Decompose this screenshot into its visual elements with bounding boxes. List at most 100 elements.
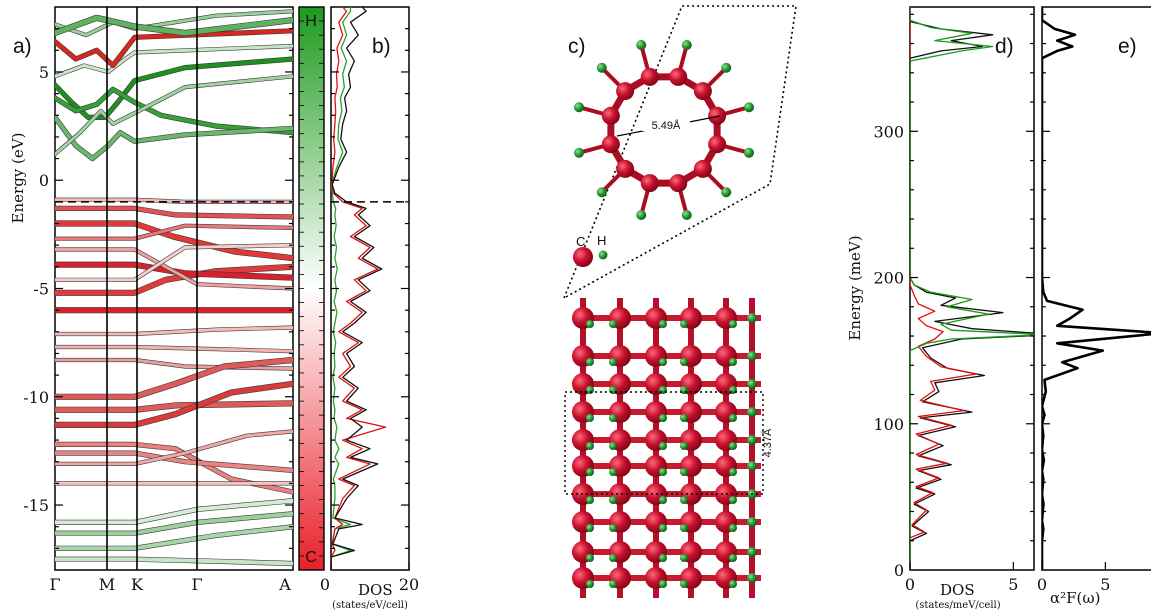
side-hydrogen-atom (659, 580, 667, 588)
side-hydrogen-atom (586, 320, 594, 328)
dos-line (331, 7, 387, 570)
side-hydrogen-atom (659, 320, 667, 328)
side-hydrogen-atom (609, 442, 617, 450)
band-line (55, 87, 293, 135)
side-hydrogen-atom (586, 358, 594, 366)
hydrogen-atom (721, 187, 732, 198)
side-hydrogen-atom (609, 554, 617, 562)
b-ticks: 0 20 (320, 28, 419, 594)
band-lines (55, 9, 293, 567)
x-tick-label: 5 (1008, 575, 1018, 594)
x-tick-label: 0 (320, 575, 330, 594)
x-tick-label: A (278, 575, 291, 594)
side-hydrogen-atom (586, 442, 594, 450)
side-hydrogen-atom (586, 554, 594, 562)
legend-hydrogen-atom (598, 250, 608, 260)
side-hydrogen-atom (586, 580, 594, 588)
band-line (55, 262, 293, 281)
side-hydrogen-atom (659, 414, 667, 422)
band-outline (55, 86, 293, 136)
band-line (55, 28, 293, 68)
side-hydrogen-atom (747, 517, 757, 527)
band-line (55, 115, 293, 161)
ring-distance-bg (642, 117, 690, 131)
phonon-dos-line (910, 7, 1034, 570)
side-hydrogen-atom (659, 386, 667, 394)
hydrogen-atom (573, 147, 584, 158)
phonon-dos-curves (910, 7, 1034, 570)
colorbar-label-top: H (305, 13, 317, 30)
y-tick-label: -5 (33, 280, 49, 299)
band-line (55, 524, 293, 551)
band-line (55, 221, 293, 261)
side-row-bond (575, 409, 761, 415)
legend-hydrogen-label: H (597, 233, 606, 248)
side-hydrogen-atom (729, 358, 737, 366)
side-row-bond (575, 549, 761, 555)
side-row-bond (575, 315, 761, 321)
panel-a-letter: a) (13, 35, 32, 58)
y-tick-label: 200 (873, 269, 904, 288)
carbon-atom (616, 159, 635, 178)
side-hydrogen-atom (729, 414, 737, 422)
side-hydrogen-atom (747, 313, 757, 323)
d-xlabel: DOS (940, 581, 975, 599)
side-hydrogen-atom (680, 442, 688, 450)
ring-distance-label: 5.49Å (652, 119, 681, 132)
x-tick-label: K (131, 575, 144, 594)
x-tick-label: 0 (1037, 575, 1047, 594)
side-hydrogen-atom (747, 573, 757, 583)
d-ylabel: Energy (meV) (846, 235, 864, 340)
side-hydrogen-atom (609, 580, 617, 588)
x-tick-label: Γ (49, 575, 60, 594)
y-tick-label: -10 (23, 388, 49, 407)
side-hydrogen-atom (586, 386, 594, 394)
carbon-atom (693, 159, 712, 178)
band-line (55, 400, 293, 413)
colorbar-ticks (299, 20, 324, 557)
panel-d-frame (909, 6, 1035, 571)
x-tick-label: M (99, 575, 115, 594)
side-hydrogen-atom (747, 435, 757, 445)
side-hydrogen-atom (680, 414, 688, 422)
panel-d: 0 100 200 300 0 5 Energy (meV) d) DOS (states… (846, 6, 1035, 611)
side-hydrogen-atom (609, 496, 617, 504)
panel-e-letter: e) (1118, 35, 1137, 58)
side-hydrogen-atom (729, 580, 737, 588)
band-line (55, 264, 293, 296)
carbon-atom (616, 82, 635, 101)
y-tick-label: 100 (873, 415, 904, 434)
eliashberg-line (1042, 7, 1151, 570)
side-hydrogen-atom (659, 468, 667, 476)
side-row-bond (575, 381, 761, 387)
band-line (55, 74, 293, 156)
side-hydrogen-atom (609, 320, 617, 328)
side-hydrogen-atom (659, 442, 667, 450)
band-line (55, 429, 293, 466)
colorbar: H C (298, 6, 325, 571)
d-xunit: (states/meV/cell) (915, 600, 1000, 611)
side-hydrogen-atom (609, 358, 617, 366)
hydrogen-atom (744, 102, 755, 113)
panel-d-letter: d) (995, 35, 1014, 58)
band-line (55, 44, 293, 78)
side-hydrogen-atom (586, 414, 594, 422)
carbon-ring (573, 39, 755, 221)
band-line (55, 557, 293, 566)
side-row-bond (575, 353, 761, 359)
hydrogen-atom (681, 210, 692, 221)
side-hydrogen-atom (747, 379, 757, 389)
side-hydrogen-atom (729, 496, 737, 504)
band-line (55, 357, 293, 400)
panel-b: 0 20 b) DOS (states/eV/cell) (320, 6, 419, 611)
b-xunit: (states/eV/cell) (332, 600, 408, 611)
band-line (55, 326, 293, 336)
carbon-atom (669, 67, 688, 86)
band-line (55, 15, 293, 36)
hydrogen-atom (573, 102, 584, 113)
side-hydrogen-atom (680, 386, 688, 394)
e-xlabel: α²F(ω) (1050, 589, 1101, 607)
